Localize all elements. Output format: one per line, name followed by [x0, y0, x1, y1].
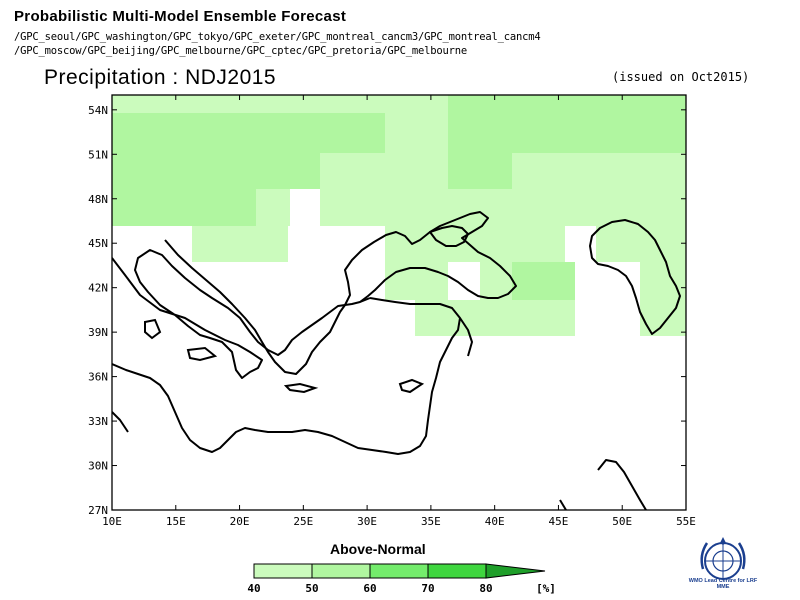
legend-tick-label: 60 [363, 582, 376, 595]
latitude-axis: 27N 30N 33N 36N 39N 42N 45N 48N 51N 54N [88, 104, 686, 517]
legend-tick-label: 40 [247, 582, 260, 595]
lon-label: 50E [612, 515, 632, 528]
map-title: Precipitation : NDJ2015 [44, 66, 277, 89]
lon-label: 35E [421, 515, 441, 528]
cyprus-outline [398, 378, 425, 394]
sardinia-outline [144, 318, 162, 340]
legend-tick-label: 80 [479, 582, 492, 595]
crete-outline [283, 382, 319, 394]
lat-label: 45N [88, 237, 108, 250]
lat-label: 42N [88, 282, 108, 295]
wmo-logo-caption: WMO Lead Centre for LRF MME [688, 578, 758, 590]
lat-label: 51N [88, 148, 108, 161]
longitude-axis: 10E 15E 20E 25E 30E 35E 40E 45E 50E 55E [102, 95, 696, 528]
legend-swatch-70-80 [427, 563, 487, 579]
lat-label: 27N [88, 504, 108, 517]
legend-swatch-50-60 [311, 563, 371, 579]
lat-label: 48N [88, 193, 108, 206]
issued-date: (issued on Oct2015) [612, 70, 750, 84]
wmo-emblem-icon [700, 537, 746, 580]
legend-tick-label: 70 [421, 582, 434, 595]
lat-label: 33N [88, 415, 108, 428]
legend-swatch-40-50 [253, 563, 313, 579]
coastlines [112, 211, 681, 510]
legend-arrow-80-plus [485, 563, 546, 579]
lon-label: 45E [549, 515, 569, 528]
lon-label: 40E [485, 515, 505, 528]
lon-label: 30E [357, 515, 377, 528]
islands [144, 318, 425, 394]
main-title: Probabilistic Multi-Model Ensemble Forec… [14, 8, 347, 25]
legend-unit: [%] [536, 582, 556, 595]
model-list-line-2: /GPC_moscow/GPC_beijing/GPC_melbourne/GP… [14, 45, 467, 57]
lon-label: 55E [676, 515, 696, 528]
legend-tick-label: 50 [305, 582, 318, 595]
legend-colorbar: 40 50 60 70 80 [%] [247, 563, 556, 595]
legend-title: Above-Normal [330, 541, 426, 557]
lon-label: 10E [102, 515, 122, 528]
model-list-line-1: /GPC_seoul/GPC_washington/GPC_tokyo/GPC_… [14, 31, 541, 43]
sicily-outline [186, 346, 218, 362]
lon-label: 25E [293, 515, 313, 528]
lat-label: 36N [88, 371, 108, 384]
lat-label: 30N [88, 460, 108, 473]
legend-swatch-60-70 [369, 563, 429, 579]
lon-label: 20E [230, 515, 250, 528]
lat-label: 39N [88, 326, 108, 339]
plot-frame [111, 94, 687, 511]
probability-shading [112, 95, 686, 336]
lon-label: 15E [166, 515, 186, 528]
lat-label: 54N [88, 104, 108, 117]
